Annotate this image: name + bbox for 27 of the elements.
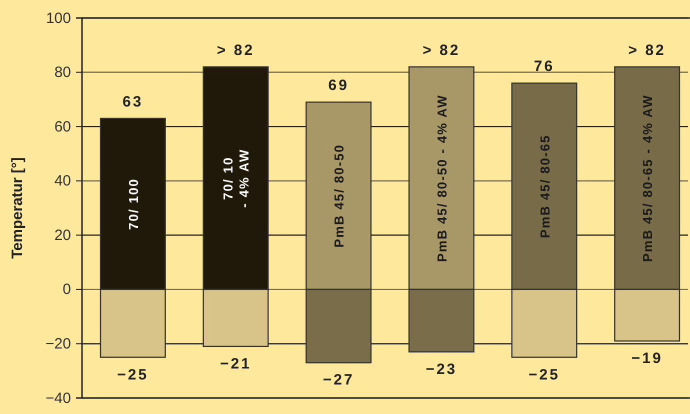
y-tick-label: 40 — [54, 172, 71, 190]
data-label: > 82 — [628, 42, 666, 59]
data-label: 69 — [328, 77, 349, 94]
data-label: −25 — [117, 366, 149, 384]
x-tick-label: 70/ 100 — [126, 178, 141, 230]
data-label: > 82 — [422, 42, 460, 59]
data-label: 63 — [122, 93, 144, 110]
x-tick-label: PmB 45/ 80-50 - 4% AW — [434, 94, 450, 262]
y-tick-label: 100 — [46, 10, 71, 27]
data-label: −25 — [528, 366, 560, 384]
data-label: 76 — [534, 58, 555, 76]
y-tick-label: −20 — [46, 336, 71, 353]
x-tick-label: PmB 45/ 80-65 — [537, 134, 552, 238]
y-tick-label: −40 — [46, 390, 71, 407]
data-label: > 82 — [216, 42, 255, 59]
x-tick-label: 70/ 10 - 4% AW — [220, 148, 252, 208]
data-label: −23 — [426, 360, 458, 378]
data-label: −21 — [220, 355, 252, 372]
y-tick-label: 80 — [54, 64, 71, 82]
y-tick-label: 0 — [62, 281, 71, 298]
x-tick-label: PmB 45/ 80-65 - 4% AW — [640, 94, 656, 262]
data-label: −27 — [322, 372, 354, 389]
data-label: −19 — [631, 350, 663, 367]
y-axis-title: Temperatur [°] — [9, 157, 26, 259]
y-tick-label: 60 — [54, 118, 71, 136]
x-tick-label: PmB 45/ 80-50 — [332, 144, 347, 248]
y-tick-label: 20 — [54, 226, 71, 244]
